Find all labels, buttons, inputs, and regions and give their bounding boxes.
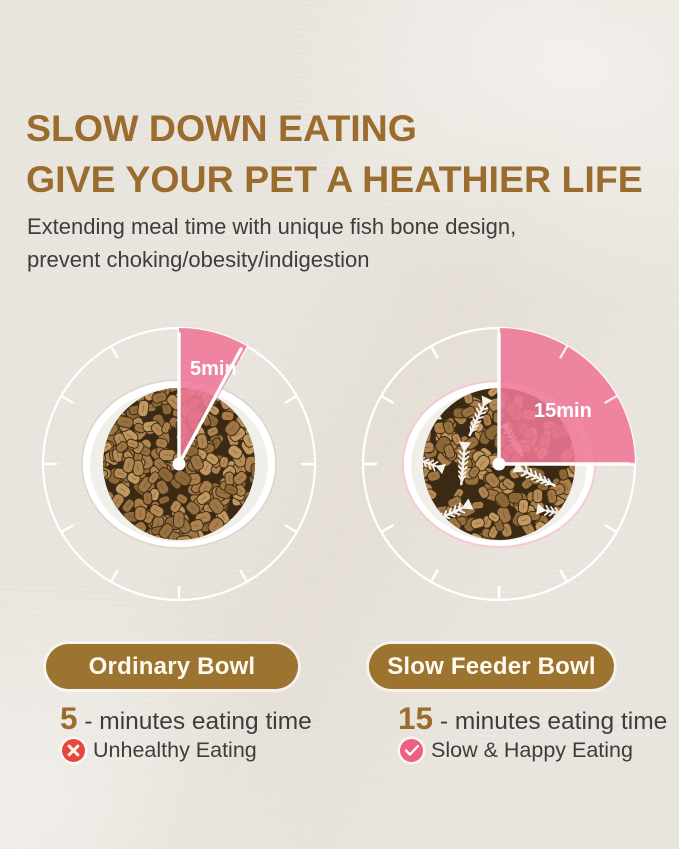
svg-text:5min: 5min xyxy=(190,358,237,380)
svg-text:15min: 15min xyxy=(534,400,592,422)
